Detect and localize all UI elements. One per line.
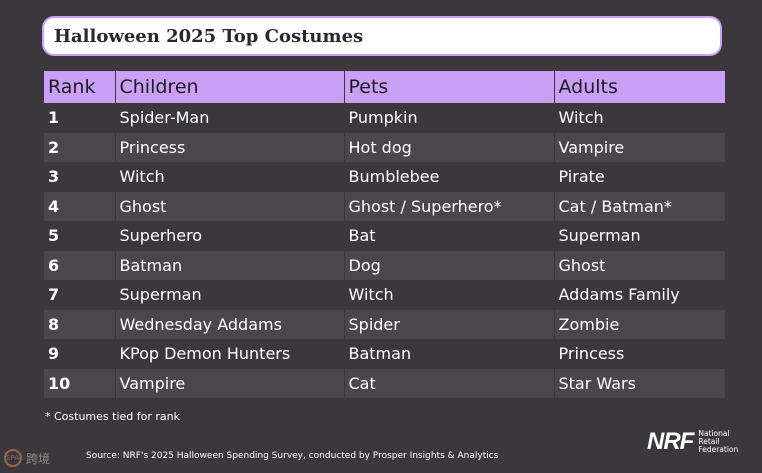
watermark: SPAc 跨境 xyxy=(4,447,50,469)
pets-cell: Dog xyxy=(344,250,555,280)
rank-cell: 9 xyxy=(44,339,116,369)
pets-cell: Ghost / Superhero* xyxy=(344,191,555,221)
table-row: 6 Batman Dog Ghost xyxy=(44,250,725,280)
pets-cell: Spider xyxy=(344,309,555,339)
adults-cell: Ghost xyxy=(554,250,725,280)
children-cell: KPop Demon Hunters xyxy=(115,339,345,369)
adults-cell: Princess xyxy=(554,339,725,369)
adults-cell: Star Wars xyxy=(554,368,725,398)
table-row: 3 Witch Bumblebee Pirate xyxy=(44,162,725,192)
pets-cell: Witch xyxy=(344,280,555,310)
rank-cell: 6 xyxy=(44,250,116,280)
logo-word: National xyxy=(698,429,730,438)
children-cell: Ghost xyxy=(115,191,345,221)
adults-cell: Vampire xyxy=(554,132,725,162)
children-cell: Superman xyxy=(115,280,345,310)
pets-cell: Bumblebee xyxy=(344,162,555,192)
rank-cell: 4 xyxy=(44,191,116,221)
pets-cell: Cat xyxy=(344,368,555,398)
logo-word: Federation xyxy=(698,445,739,454)
nrf-logo: NRF National Retail Federation xyxy=(647,428,738,456)
children-cell: Batman xyxy=(115,250,345,280)
costume-table: Rank Children Pets Adults 1 Spider-Man P… xyxy=(44,71,725,398)
rank-cell: 8 xyxy=(44,309,116,339)
rank-cell: 1 xyxy=(44,103,116,133)
adults-cell: Addams Family xyxy=(554,280,725,310)
watermark-text: 跨境 xyxy=(26,451,51,466)
children-cell: Vampire xyxy=(115,368,345,398)
children-cell: Spider-Man xyxy=(115,103,345,133)
pets-cell: Batman xyxy=(344,339,555,369)
table-row: 7 Superman Witch Addams Family xyxy=(44,280,725,310)
rank-cell: 10 xyxy=(44,368,116,398)
adults-cell: Witch xyxy=(554,103,725,133)
pets-cell: Bat xyxy=(344,221,555,251)
header-rank: Rank xyxy=(44,71,116,103)
adults-cell: Superman xyxy=(554,221,725,251)
pets-cell: Pumpkin xyxy=(344,103,555,133)
rank-cell: 5 xyxy=(44,221,116,251)
table-row: 4 Ghost Ghost / Superhero* Cat / Batman* xyxy=(44,191,725,221)
watermark-seal-icon: SPAc xyxy=(4,449,23,467)
page-title: Halloween 2025 Top Costumes xyxy=(54,26,364,47)
logo-words: National Retail Federation xyxy=(698,430,738,454)
table-row: 2 Princess Hot dog Vampire xyxy=(44,132,725,162)
rank-cell: 7 xyxy=(44,280,116,310)
header-adults: Adults xyxy=(554,71,725,103)
children-cell: Wednesday Addams xyxy=(115,309,345,339)
rank-cell: 2 xyxy=(44,132,116,162)
header-children: Children xyxy=(115,71,345,103)
footnote: * Costumes tied for rank xyxy=(45,410,180,423)
source-note: Source: NRF's 2025 Halloween Spending Su… xyxy=(86,451,499,461)
header-pets: Pets xyxy=(344,71,555,103)
logo-word: Retail xyxy=(698,437,720,446)
table-row: 5 Superhero Bat Superman xyxy=(44,221,725,251)
table-row: 1 Spider-Man Pumpkin Witch xyxy=(44,103,725,133)
children-cell: Superhero xyxy=(115,221,345,251)
adults-cell: Pirate xyxy=(554,162,725,192)
children-cell: Princess xyxy=(115,132,345,162)
children-cell: Witch xyxy=(115,162,345,192)
pets-cell: Hot dog xyxy=(344,132,555,162)
table-row: 9 KPop Demon Hunters Batman Princess xyxy=(44,339,725,369)
rank-cell: 3 xyxy=(44,162,116,192)
table-row: 8 Wednesday Addams Spider Zombie xyxy=(44,309,725,339)
table-header-row: Rank Children Pets Adults xyxy=(44,71,725,103)
title-box: Halloween 2025 Top Costumes xyxy=(42,16,722,56)
adults-cell: Cat / Batman* xyxy=(554,191,725,221)
table-row: 10 Vampire Cat Star Wars xyxy=(44,368,725,398)
logo-mark: NRF xyxy=(647,428,694,455)
adults-cell: Zombie xyxy=(554,309,725,339)
